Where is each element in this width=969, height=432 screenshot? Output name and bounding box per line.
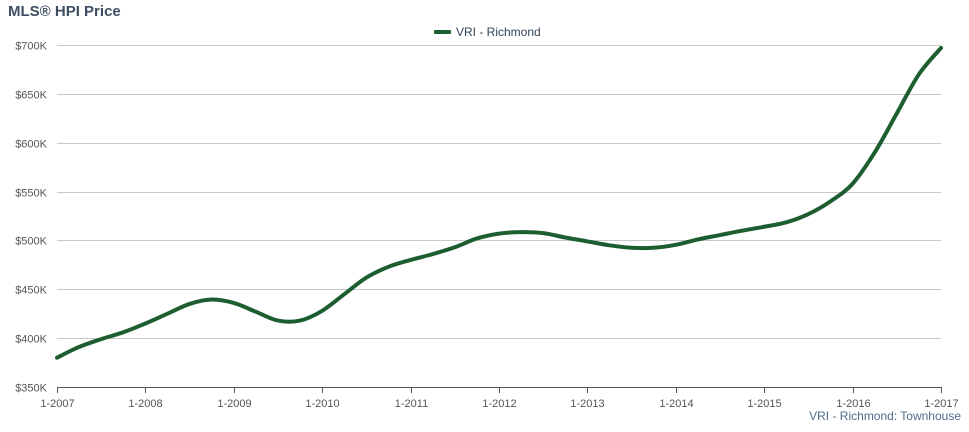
grid-lines bbox=[57, 45, 941, 339]
x-axis-labels: 1-2007 1-2008 1-2009 1-2010 1-2011 1-2012 1-20… bbox=[40, 398, 958, 410]
source-note: VRI - Richmond: Townhouse bbox=[809, 409, 961, 423]
y-tick-label: $350K bbox=[15, 383, 47, 395]
x-tick-label: 1-2008 bbox=[128, 398, 162, 410]
legend-label: VRI - Richmond bbox=[456, 25, 541, 39]
axes bbox=[57, 387, 942, 393]
x-tick-label: 1-2015 bbox=[747, 398, 781, 410]
x-tick-label: 1-2012 bbox=[482, 398, 516, 410]
series-group bbox=[55, 45, 943, 360]
x-tick-label: 1-2013 bbox=[570, 398, 604, 410]
x-tick-label: 1-2014 bbox=[659, 398, 693, 410]
y-tick-label: $650K bbox=[15, 90, 47, 102]
y-tick-label: $700K bbox=[15, 41, 47, 53]
y-tick-label: $500K bbox=[15, 236, 47, 248]
y-tick-label: $600K bbox=[15, 139, 47, 151]
x-tick-label: 1-2017 bbox=[924, 398, 958, 410]
y-axis-labels: $350K $400K $450K $500K $550K $600K $650K $700K bbox=[15, 41, 47, 395]
chart-title: MLS® HPI Price bbox=[8, 3, 121, 20]
x-tick-label: 1-2016 bbox=[836, 398, 870, 410]
y-tick-label: $550K bbox=[15, 188, 47, 200]
x-tick-label: 1-2009 bbox=[217, 398, 251, 410]
legend-swatch bbox=[434, 30, 451, 34]
legend[interactable]: VRI - Richmond bbox=[434, 24, 541, 40]
x-tick-label: 1-2007 bbox=[40, 398, 74, 410]
y-tick-label: $400K bbox=[15, 334, 47, 346]
x-tick-label: 1-2011 bbox=[395, 398, 428, 410]
series-line[interactable] bbox=[55, 45, 943, 360]
y-tick-label: $450K bbox=[15, 285, 47, 297]
x-tick-label: 1-2010 bbox=[305, 398, 339, 410]
